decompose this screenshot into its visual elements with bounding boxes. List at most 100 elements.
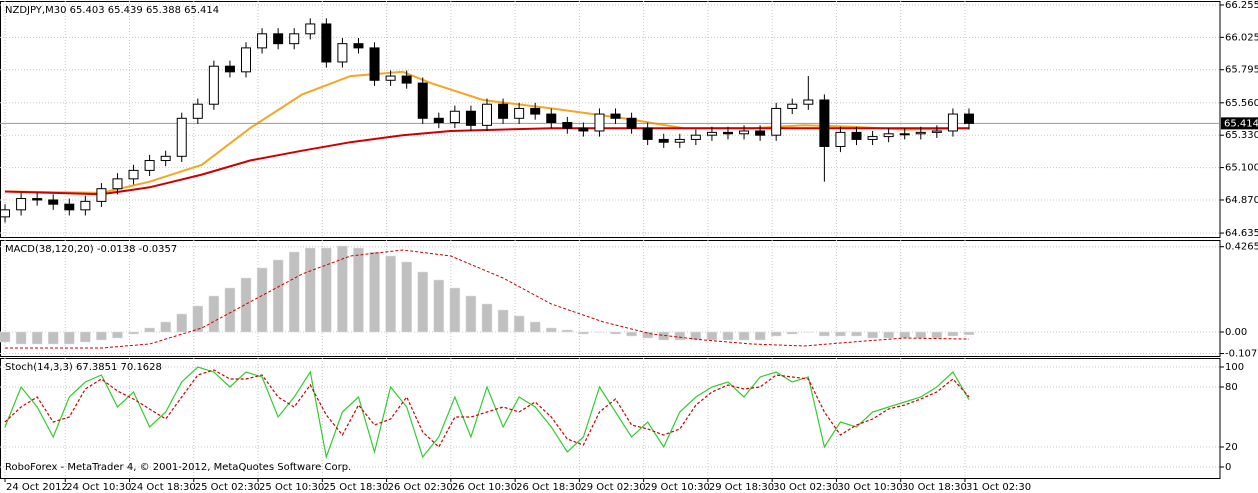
macd-bar bbox=[15, 331, 27, 345]
candle-body bbox=[80, 200, 91, 211]
x-tick-label: 30 Oct 18:30 bbox=[902, 482, 967, 493]
panel-frame bbox=[0, 358, 1221, 479]
candle-body bbox=[96, 188, 107, 202]
stoch-line bbox=[4, 369, 970, 448]
macd-bar bbox=[208, 295, 220, 333]
candle-body bbox=[241, 47, 252, 73]
macd-bar bbox=[224, 287, 236, 333]
candle-body bbox=[337, 43, 348, 63]
macd-bar bbox=[883, 331, 894, 339]
macd-bar bbox=[690, 331, 702, 341]
candle-body bbox=[610, 113, 621, 119]
candle-body bbox=[755, 130, 766, 136]
x-tick-label: 24 Oct 18:30 bbox=[131, 482, 196, 493]
candle-body bbox=[931, 130, 942, 133]
macd-bar bbox=[321, 247, 332, 333]
candle-body bbox=[626, 117, 637, 129]
candle-body bbox=[706, 131, 717, 136]
macd-bar bbox=[401, 261, 412, 333]
candle-body bbox=[867, 136, 878, 140]
macd-bar bbox=[610, 331, 621, 335]
macd-bar bbox=[674, 331, 686, 341]
candle-body bbox=[835, 131, 846, 147]
candle-body bbox=[48, 199, 59, 205]
x-tick-label: 31 Oct 02:30 bbox=[966, 482, 1031, 493]
y-tick-label: 66.255 bbox=[1225, 0, 1258, 11]
macd-bar bbox=[465, 295, 477, 333]
macd-bar bbox=[353, 247, 364, 333]
macd-bar bbox=[546, 327, 557, 333]
price-box-bg bbox=[1221, 117, 1258, 130]
y-tick-label: 64.635 bbox=[1225, 228, 1258, 239]
candle-body bbox=[947, 113, 958, 132]
macd-bar bbox=[497, 309, 509, 333]
y-tick-label: -0.1076 bbox=[1225, 349, 1258, 360]
macd-bar bbox=[947, 331, 959, 337]
candle-body bbox=[224, 65, 235, 73]
macd-bar bbox=[819, 331, 830, 337]
candle-body bbox=[578, 127, 589, 132]
macd-bar bbox=[851, 331, 862, 337]
panel-frame bbox=[0, 240, 1221, 357]
y-tick-label: 100 bbox=[1225, 362, 1244, 373]
macd-bar bbox=[642, 331, 653, 339]
macd-bar bbox=[449, 287, 461, 333]
y-tick-label: 64.870 bbox=[1225, 195, 1258, 206]
macd-bar bbox=[160, 321, 171, 333]
candle-body bbox=[305, 23, 316, 35]
panel-title: Stoch(14,3,3) 67.3851 70.1628 bbox=[5, 362, 162, 373]
y-tick-label: 65.795 bbox=[1225, 65, 1258, 76]
candle-body bbox=[257, 33, 268, 49]
macd-bar bbox=[722, 331, 734, 341]
macd-bar bbox=[513, 315, 525, 333]
candle-body bbox=[739, 130, 750, 135]
macd-bar bbox=[256, 267, 268, 333]
macd-bar bbox=[64, 331, 75, 345]
panel-frame bbox=[0, 1, 1221, 238]
candle-body bbox=[803, 99, 814, 105]
macd-bar bbox=[803, 331, 814, 333]
candle-body bbox=[899, 133, 910, 136]
y-tick-label: 0.00 bbox=[1225, 327, 1247, 338]
macd-bar bbox=[192, 305, 204, 333]
candle-body bbox=[530, 107, 541, 115]
macd-bar bbox=[578, 331, 589, 335]
candle-body bbox=[144, 160, 155, 171]
macd-bar bbox=[240, 277, 252, 333]
macd-bar bbox=[915, 331, 927, 339]
candle-body bbox=[465, 110, 476, 126]
candle-body bbox=[658, 138, 669, 143]
macd-bar bbox=[963, 331, 975, 336]
x-tick-label: 24 Oct 2012 bbox=[6, 482, 68, 493]
candle-body bbox=[963, 113, 974, 124]
x-tick-label: 29 Oct 18:30 bbox=[709, 482, 774, 493]
macd-bar bbox=[112, 331, 123, 339]
footer: RoboForex - MetaTrader 4, © 2001-2012, M… bbox=[5, 462, 351, 473]
macd-bar bbox=[867, 331, 878, 339]
candle-body bbox=[883, 133, 894, 138]
macd-bar bbox=[0, 331, 11, 343]
x-tick-label: 26 Oct 10:30 bbox=[452, 482, 517, 493]
macd-bar bbox=[899, 331, 910, 339]
candle-body bbox=[787, 103, 798, 109]
macd-signal bbox=[5, 249, 970, 349]
macd-bar bbox=[931, 331, 943, 339]
price-box: 65.414 bbox=[1221, 117, 1258, 130]
candle-body bbox=[915, 131, 926, 135]
candle-body bbox=[401, 75, 412, 84]
macd-bar bbox=[369, 251, 380, 333]
y-tick-label: 20 bbox=[1225, 442, 1238, 453]
candle-body bbox=[273, 33, 284, 45]
candle-body bbox=[0, 209, 11, 218]
x-tick-label: 30 Oct 02:30 bbox=[773, 482, 838, 493]
candle-body bbox=[32, 198, 43, 201]
macd-bar bbox=[594, 331, 605, 333]
macd-bar bbox=[272, 259, 284, 333]
x-tick-label: 25 Oct 18:30 bbox=[323, 482, 388, 493]
candle-body bbox=[353, 43, 364, 49]
candle-body bbox=[112, 178, 123, 190]
stoch-line bbox=[4, 366, 970, 460]
candle-body bbox=[674, 138, 685, 143]
y-tick-label: 65.560 bbox=[1225, 98, 1258, 109]
